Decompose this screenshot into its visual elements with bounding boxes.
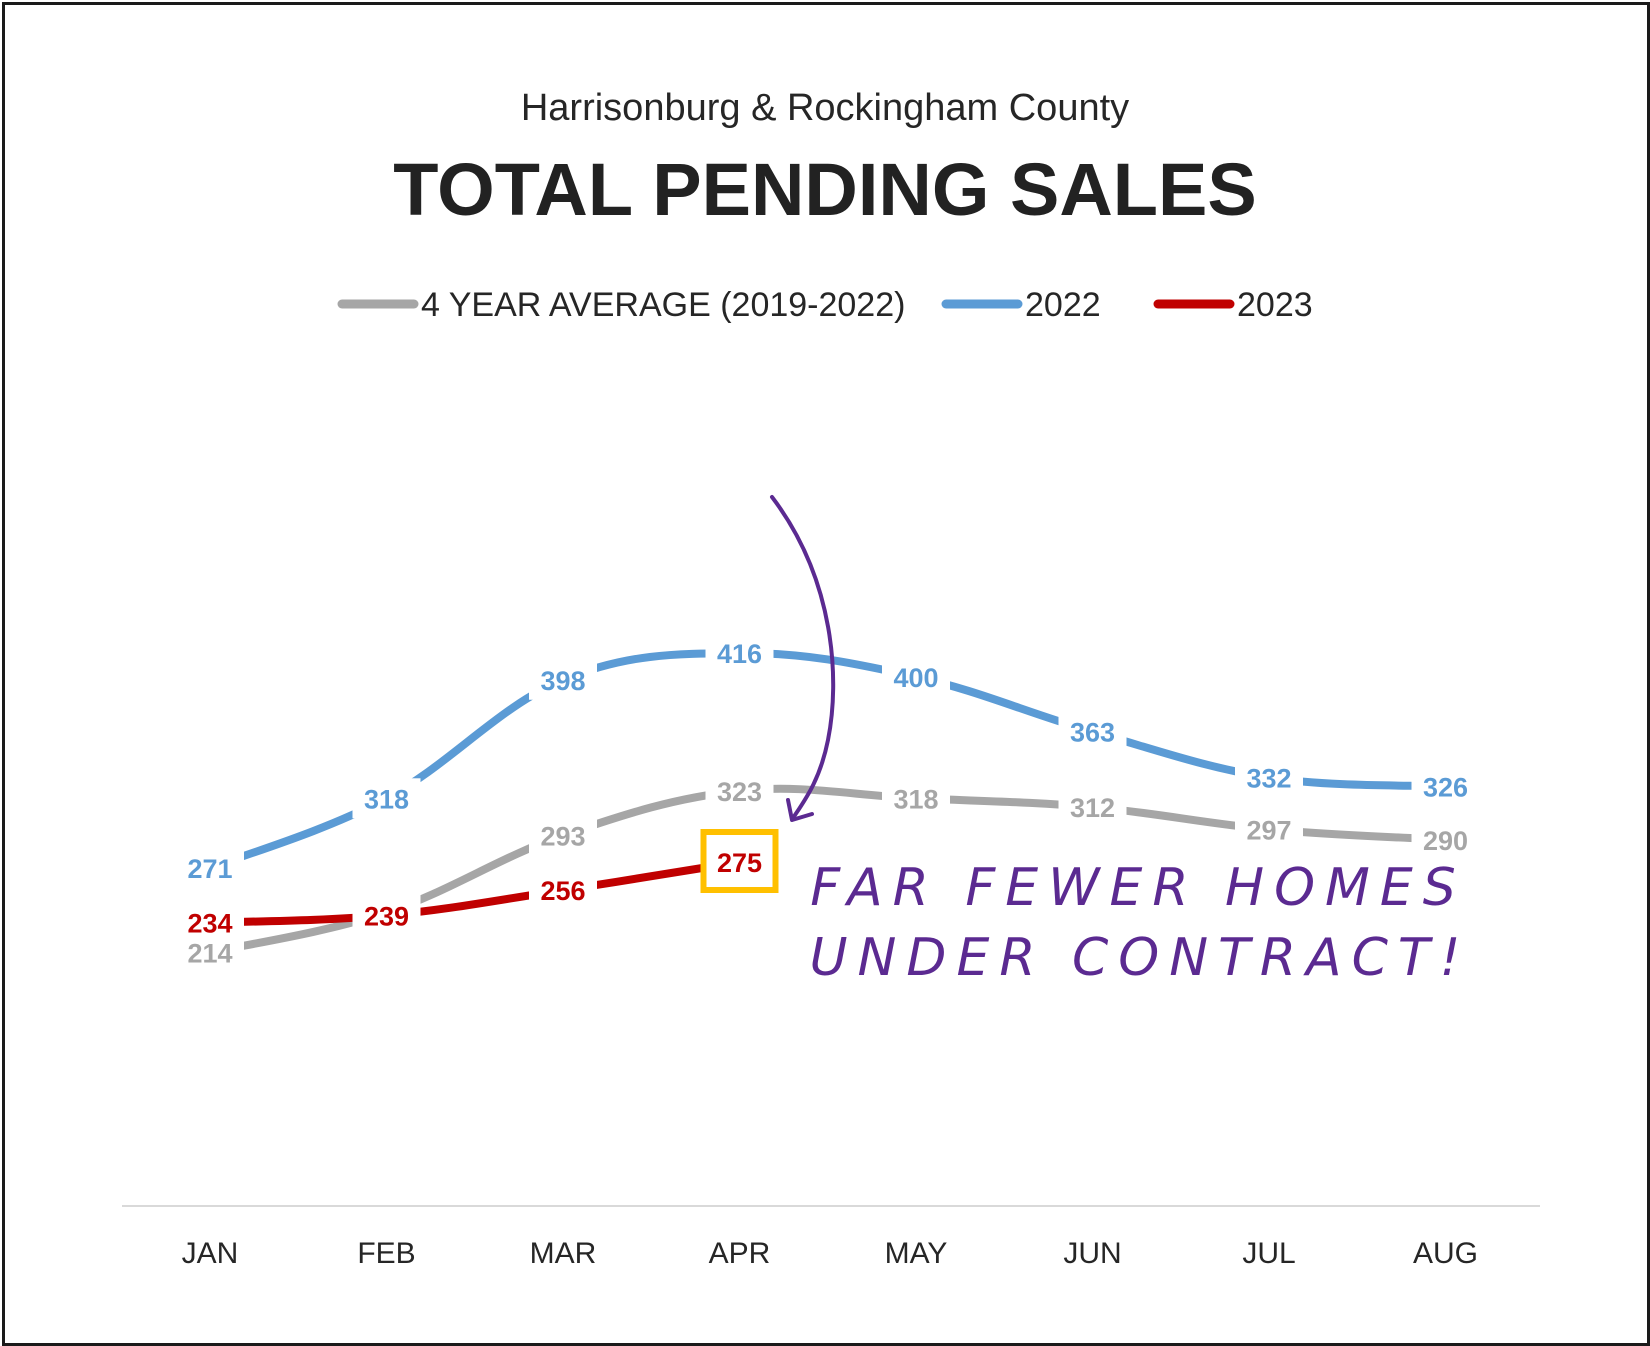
data-label-bg bbox=[1058, 711, 1127, 752]
x-tick-jan: JAN bbox=[182, 1237, 239, 1270]
data-label-avg-jan: 214 bbox=[187, 938, 232, 968]
data-label-bg bbox=[1235, 757, 1303, 798]
chart-title: TOTAL PENDING SALES bbox=[393, 148, 1256, 231]
x-tick-jul: JUL bbox=[1242, 1237, 1295, 1270]
x-axis-ticks: JAN FEB MAR APR MAY JUN JUL AUG bbox=[182, 1237, 1478, 1270]
legend-label-2023: 2023 bbox=[1237, 286, 1313, 324]
data-label-bg bbox=[529, 815, 597, 856]
annotation-line-1: FAR FEWER HOMES bbox=[810, 858, 1466, 918]
data-label-bg bbox=[1411, 766, 1480, 807]
data-label-2023-mar: 256 bbox=[540, 876, 585, 906]
data-label-bg bbox=[529, 659, 597, 700]
x-tick-apr: APR bbox=[709, 1237, 771, 1270]
legend-label-avg: 4 YEAR AVERAGE (2019-2022) bbox=[421, 286, 905, 324]
data-labels: 2142412933233183122972902713183984164003… bbox=[176, 633, 1480, 973]
data-label-2023-jan: 234 bbox=[187, 909, 232, 939]
data-label-bg bbox=[882, 656, 950, 697]
data-label-2022-aug: 326 bbox=[1423, 772, 1468, 802]
data-label-2022-mar: 398 bbox=[540, 666, 585, 696]
data-label-bg bbox=[1411, 819, 1480, 860]
data-label-2022-may: 400 bbox=[893, 663, 938, 693]
data-label-bg bbox=[705, 633, 774, 674]
legend-label-2022: 2022 bbox=[1025, 286, 1101, 324]
data-label-avg-mar: 293 bbox=[540, 821, 585, 851]
data-label-2022-apr: 416 bbox=[717, 639, 762, 669]
data-label-avg-may: 318 bbox=[893, 784, 938, 814]
highlight-box bbox=[700, 829, 779, 893]
data-label-avg-jul: 297 bbox=[1246, 815, 1291, 845]
data-label-bg bbox=[176, 902, 244, 943]
data-label-2022-jun: 363 bbox=[1070, 718, 1115, 748]
data-label-avg-jun: 312 bbox=[1070, 793, 1115, 823]
data-label-bg bbox=[1058, 787, 1127, 828]
data-label-bg bbox=[352, 778, 421, 819]
data-label-bg bbox=[529, 870, 597, 911]
chart-subtitle: Harrisonburg & Rockingham County bbox=[521, 87, 1129, 129]
x-tick-jun: JUN bbox=[1063, 1237, 1121, 1270]
data-label-avg-aug: 290 bbox=[1423, 826, 1468, 856]
data-label-avg-apr: 323 bbox=[717, 777, 762, 807]
data-label-2023-apr: 275 bbox=[717, 848, 762, 878]
data-label-2022-jul: 332 bbox=[1246, 764, 1291, 794]
legend: 4 YEAR AVERAGE (2019-2022) 2022 2023 bbox=[337, 286, 1313, 324]
annotation-arrow bbox=[770, 495, 836, 822]
data-label-bg bbox=[1235, 809, 1303, 850]
data-label-bg bbox=[705, 770, 774, 811]
series-line-2023 bbox=[206, 858, 744, 927]
data-label-2022-feb: 318 bbox=[364, 784, 409, 814]
x-tick-may: MAY bbox=[885, 1237, 948, 1270]
data-label-2022-jan: 271 bbox=[187, 854, 232, 884]
annotation-line-2: UNDER CONTRACT! bbox=[809, 928, 1470, 988]
data-label-bg bbox=[352, 895, 421, 936]
x-tick-feb: FEB bbox=[357, 1237, 415, 1270]
data-label-bg bbox=[176, 847, 244, 888]
x-tick-mar: MAR bbox=[530, 1237, 597, 1270]
data-label-bg bbox=[882, 778, 950, 819]
x-tick-aug: AUG bbox=[1413, 1237, 1478, 1270]
data-label-2023-feb: 239 bbox=[364, 901, 409, 931]
